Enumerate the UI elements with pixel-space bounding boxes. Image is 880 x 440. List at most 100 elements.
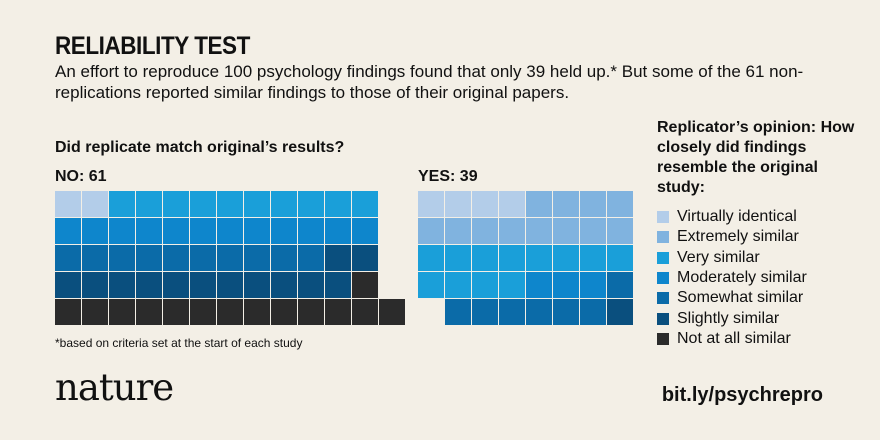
no-waffle-cell (136, 191, 162, 217)
yes-waffle-cell (607, 191, 633, 217)
no-waffle-cell (109, 245, 135, 271)
yes-waffle-cell (526, 218, 552, 244)
legend-swatch (657, 292, 669, 305)
no-waffle-cell (163, 218, 189, 244)
legend-swatch (657, 231, 669, 244)
legend-item: Moderately similar (657, 268, 807, 288)
yes-waffle-cell (499, 191, 525, 217)
legend-item: Virtually identical (657, 207, 807, 227)
legend-swatch (657, 312, 669, 325)
nature-logo: nature (55, 366, 174, 409)
legend-item: Slightly similar (657, 308, 807, 328)
no-waffle-cell (298, 299, 324, 325)
yes-waffle-cell (607, 272, 633, 298)
yes-waffle-cell (445, 218, 471, 244)
no-waffle-cell (244, 272, 270, 298)
yes-waffle-cell (580, 299, 606, 325)
no-waffle-cell (298, 191, 324, 217)
no-waffle-cell (217, 245, 243, 271)
legend-item: Somewhat similar (657, 288, 807, 308)
no-waffle-cell (82, 272, 108, 298)
no-waffle-cell (217, 191, 243, 217)
no-waffle-cell (190, 218, 216, 244)
no-waffle-cell (109, 272, 135, 298)
no-waffle-cell (55, 191, 81, 217)
yes-waffle-cell (580, 245, 606, 271)
legend-item: Not at all similar (657, 329, 807, 349)
no-waffle-cell (217, 272, 243, 298)
no-waffle-cell (190, 191, 216, 217)
yes-waffle-cell (553, 218, 579, 244)
yes-waffle-cell (526, 245, 552, 271)
yes-waffle-cell (472, 272, 498, 298)
yes-waffle-cell (418, 272, 444, 298)
no-waffle-cell (217, 218, 243, 244)
yes-waffle-cell (418, 218, 444, 244)
grid-question: Did replicate match original’s results? (55, 139, 345, 156)
yes-waffle-cell (580, 218, 606, 244)
no-waffle-cell (55, 272, 81, 298)
yes-waffle-cell (499, 218, 525, 244)
no-waffle-cell (244, 191, 270, 217)
yes-waffle-cell (418, 245, 444, 271)
legend-item: Very similar (657, 248, 807, 268)
yes-waffle-cell (607, 218, 633, 244)
no-waffle-cell (190, 272, 216, 298)
no-waffle-cell (325, 299, 351, 325)
no-waffle-cell (271, 218, 297, 244)
no-waffle-cell (82, 299, 108, 325)
no-waffle-cell (352, 191, 378, 217)
legend-item: Extremely similar (657, 227, 807, 247)
no-waffle-cell (163, 272, 189, 298)
yes-group-label: YES: 39 (418, 168, 478, 185)
no-waffle-cell (136, 218, 162, 244)
yes-waffle-cell (445, 245, 471, 271)
yes-waffle-cell (445, 299, 471, 325)
no-waffle-cell (244, 299, 270, 325)
yes-waffle-cell (499, 299, 525, 325)
legend-label: Very similar (677, 248, 760, 266)
no-waffle-cell (55, 245, 81, 271)
no-waffle-cell (271, 272, 297, 298)
no-waffle-cell (217, 299, 243, 325)
source-link[interactable]: bit.ly/psychrepro (661, 384, 823, 406)
yes-waffle-grid (418, 191, 633, 325)
yes-waffle-cell (526, 191, 552, 217)
no-waffle-cell (298, 245, 324, 271)
no-waffle-cell (298, 218, 324, 244)
no-waffle-cell (244, 245, 270, 271)
no-waffle-cell (271, 299, 297, 325)
no-waffle-cell (136, 245, 162, 271)
legend-swatch (657, 211, 669, 224)
no-waffle-cell (190, 245, 216, 271)
legend-label: Slightly similar (677, 309, 780, 327)
chart-title: RELIABILITY TEST (55, 32, 250, 60)
yes-waffle-cell (445, 272, 471, 298)
no-waffle-cell (271, 191, 297, 217)
legend-swatch (657, 332, 669, 345)
no-waffle-cell (136, 299, 162, 325)
legend-swatch (657, 251, 669, 264)
yes-waffle-cell (526, 272, 552, 298)
legend-label: Moderately similar (677, 269, 807, 287)
no-waffle-cell (352, 218, 378, 244)
no-group-label: NO: 61 (55, 168, 107, 185)
no-waffle-cell (163, 191, 189, 217)
no-waffle-cell (109, 191, 135, 217)
yes-waffle-cell (553, 245, 579, 271)
no-waffle-cell (271, 245, 297, 271)
no-waffle-cell (244, 218, 270, 244)
yes-waffle-cell (472, 191, 498, 217)
no-waffle-grid (55, 191, 405, 325)
yes-waffle-cell (445, 191, 471, 217)
yes-waffle-cell (499, 272, 525, 298)
legend-label: Virtually identical (677, 208, 797, 226)
yes-waffle-cell (580, 272, 606, 298)
yes-waffle-cell (472, 245, 498, 271)
no-waffle-cell (109, 299, 135, 325)
no-waffle-cell (325, 218, 351, 244)
legend: Virtually identical Extremely similar Ve… (657, 207, 807, 349)
no-waffle-cell (163, 245, 189, 271)
yes-waffle-cell (472, 218, 498, 244)
